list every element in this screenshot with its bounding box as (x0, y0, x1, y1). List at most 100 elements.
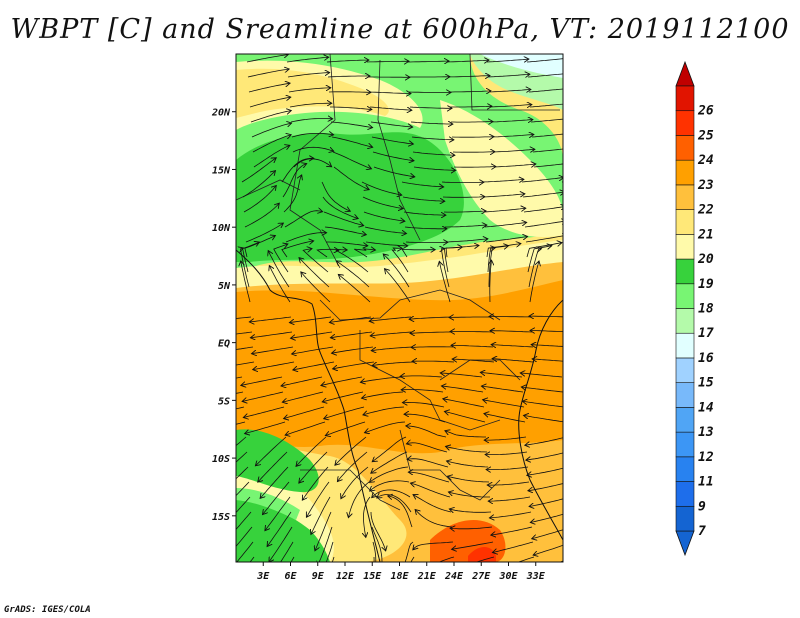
streamline (490, 260, 492, 303)
streamline (285, 233, 327, 243)
streamline (281, 158, 314, 183)
streamline (525, 235, 563, 243)
streamline (236, 421, 246, 425)
streamline (486, 59, 529, 62)
streamline (568, 72, 610, 77)
streamline (487, 481, 530, 485)
streamline (388, 496, 413, 528)
lat-label: 10S (212, 454, 230, 465)
streamline (492, 541, 534, 553)
streamline (447, 461, 489, 468)
streamline (323, 211, 364, 226)
streamline (565, 220, 606, 227)
colorbar-min-arrow (675, 530, 695, 557)
streamline (236, 466, 249, 480)
streamline (236, 481, 250, 497)
streamline (391, 248, 409, 273)
streamline (330, 121, 373, 128)
streamline (445, 431, 486, 438)
wbpt-region-18-sw2 (236, 500, 330, 562)
streamline (530, 118, 563, 123)
streamline (330, 107, 372, 110)
streamline (369, 316, 412, 321)
streamline (362, 391, 404, 398)
streamline (405, 242, 448, 243)
streamline (480, 372, 523, 378)
streamline (568, 246, 594, 272)
streamline (249, 97, 291, 108)
streamline (450, 106, 492, 107)
streamline (488, 89, 531, 92)
colorbar-swatch (675, 332, 695, 359)
streamline (487, 74, 530, 77)
streamline (236, 511, 252, 531)
wbpt-region-15-ne (480, 54, 563, 78)
streamline (371, 526, 383, 562)
streamline (241, 158, 276, 183)
streamline (236, 496, 251, 514)
streamline (302, 249, 329, 273)
streamline (336, 250, 369, 273)
colorbar-swatch (675, 110, 695, 136)
colorbar-label: 14 (698, 400, 714, 415)
lat-label: 5N (218, 281, 231, 292)
streamline (413, 541, 454, 550)
streamline (529, 316, 563, 317)
lon-label: 21E (417, 571, 437, 582)
streamline (255, 436, 287, 466)
streamline (530, 330, 563, 332)
streamline (363, 406, 405, 415)
streamline (281, 376, 323, 386)
streamline (242, 391, 284, 401)
streamline (325, 421, 366, 436)
longitude-axis: 3E 6E 9E 12E 15E 18E 21E 24E 27E 30E 33E (256, 562, 546, 582)
streamline (321, 181, 350, 211)
streamline (448, 492, 490, 498)
streamline (250, 331, 293, 338)
streamline (322, 391, 364, 402)
lon-label: 18E (390, 571, 409, 582)
streamline (401, 390, 444, 392)
streamline (489, 511, 532, 518)
streamline (369, 106, 412, 110)
streamline (268, 251, 290, 288)
streamline (321, 376, 363, 386)
streamline (526, 452, 563, 460)
streamline (528, 483, 563, 491)
streamline (483, 400, 525, 408)
streamline (529, 103, 563, 108)
streamline (337, 451, 368, 482)
streamline (533, 163, 563, 168)
streamline (354, 249, 375, 258)
streamline (404, 541, 414, 562)
streamline (288, 88, 331, 93)
colorbar-label: 15 (698, 376, 714, 391)
colorbar-label: 13 (698, 425, 714, 440)
streamline (401, 249, 435, 258)
streamline (442, 197, 485, 198)
lon-label: 33E (526, 571, 546, 582)
streamline (401, 181, 444, 187)
streamline (489, 105, 532, 108)
streamline (481, 386, 524, 393)
colorbar-swatch (675, 505, 695, 532)
colorbar-swatch (675, 407, 695, 433)
streamline (438, 556, 455, 562)
streamline (329, 316, 372, 323)
streamline (410, 332, 452, 333)
streamline (269, 266, 291, 303)
streamline (324, 406, 365, 419)
streamline (489, 317, 532, 318)
streamline (521, 178, 563, 183)
streamline (452, 541, 494, 549)
colorbar-swatch (675, 184, 695, 210)
streamline (451, 122, 493, 123)
lat-label: 10N (212, 223, 231, 234)
streamline (570, 262, 584, 302)
streamline (486, 244, 521, 258)
colorbar-label: 23 (697, 178, 714, 193)
streamline (336, 261, 370, 288)
streamline (372, 151, 414, 161)
streamline (253, 361, 295, 370)
streamline (485, 237, 528, 243)
